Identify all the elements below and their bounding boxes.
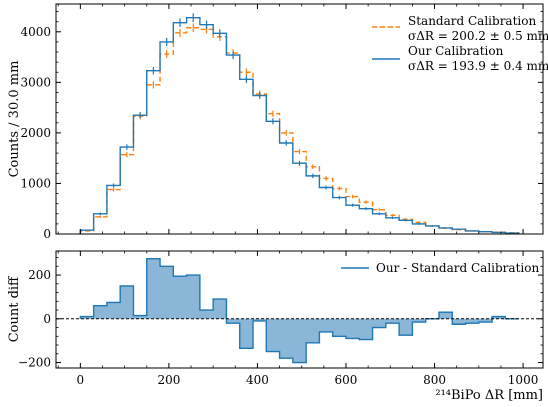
y-tick-label: 3000 xyxy=(20,75,51,89)
y-tick-label: 200 xyxy=(28,268,51,282)
x-axis-label: ²¹⁴BiPo ΔR [mm] xyxy=(435,388,543,403)
x-tick-label: 600 xyxy=(335,373,358,387)
x-tick-label: 400 xyxy=(246,373,269,387)
top-marks xyxy=(79,13,520,234)
y-tick-label: 2000 xyxy=(20,126,51,140)
x-tick-label: 800 xyxy=(423,373,446,387)
diff-step-line xyxy=(79,257,519,364)
x-tick-label: 1000 xyxy=(508,373,539,387)
diff-area-fill xyxy=(80,258,519,363)
x-tick-label: 0 xyxy=(77,373,85,387)
top-axes: 0 1000 2000 3000 4000 xyxy=(20,4,543,241)
legend-our-sigma: σΔR = 193.9 ± 0.4 mm xyxy=(408,59,548,73)
top-panel: 0 1000 2000 3000 4000 Counts / 30.0 mm Stand… xyxy=(7,3,548,241)
y-tick-label: 0 xyxy=(43,227,51,241)
top-plot-frame xyxy=(55,3,544,235)
bottom-panel: 0 200 400 600 800 1000 −200 0 200 Count diff ²¹⁴… xyxy=(7,250,544,403)
x-tick-label: 200 xyxy=(157,373,180,387)
bottom-legend: Our - Standard Calibration xyxy=(341,261,539,275)
legend-our-label: Our Calibration xyxy=(408,44,504,58)
bottom-axes: 0 200 400 600 800 1000 −200 0 200 xyxy=(18,251,543,387)
legend-standard-sigma: σΔR = 200.2 ± 0.5 mm xyxy=(408,29,548,43)
legend-diff-label: Our - Standard Calibration xyxy=(376,261,539,275)
bottom-marks xyxy=(56,257,543,364)
y-tick-label: −200 xyxy=(18,356,51,370)
y-tick-label: 4000 xyxy=(20,25,51,39)
bottom-y-axis-label: Count diff xyxy=(7,275,22,342)
y-tick-label: 0 xyxy=(43,312,51,326)
y-tick-label: 1000 xyxy=(20,176,51,190)
legend-standard-label: Standard Calibration xyxy=(408,14,536,28)
top-y-axis-label: Counts / 30.0 mm xyxy=(7,61,22,178)
top-legend: Standard Calibration σΔR = 200.2 ± 0.5 m… xyxy=(372,14,548,73)
bottom-plot-frame xyxy=(55,250,544,369)
